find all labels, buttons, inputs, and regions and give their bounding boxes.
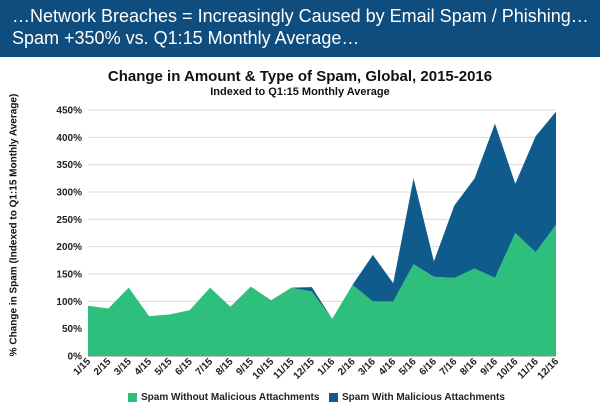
series-area-with-malicious xyxy=(88,111,556,319)
x-tick-label: 12/15 xyxy=(291,356,317,382)
y-tick-label: 150% xyxy=(56,270,82,281)
x-tick-label: 11/15 xyxy=(272,356,297,381)
x-tick-label: 7/16 xyxy=(438,356,460,378)
y-tick-label: 50% xyxy=(62,324,82,335)
y-tick-label: 400% xyxy=(56,133,82,144)
legend-item-with-malicious: Spam With Malicious Attachments xyxy=(329,392,505,403)
x-tick-label: 8/15 xyxy=(214,356,236,378)
x-tick-label: 12/16 xyxy=(536,356,562,382)
y-tick-label: 300% xyxy=(56,188,82,199)
header-banner: …Network Breaches = Increasingly Caused … xyxy=(0,0,600,57)
x-tick-label: 1/16 xyxy=(316,356,338,378)
x-tick-label: 4/15 xyxy=(133,356,155,378)
y-tick-label: 350% xyxy=(56,160,82,171)
y-tick-label: 450% xyxy=(56,106,82,117)
x-tick-label: 2/16 xyxy=(336,356,358,378)
x-tick-label: 10/16 xyxy=(495,356,521,382)
y-tick-label: 250% xyxy=(56,215,82,226)
x-tick-label: 4/16 xyxy=(377,356,399,378)
banner-line-1: …Network Breaches = Increasingly Caused … xyxy=(12,6,589,26)
series-area-without-malicious xyxy=(88,224,556,356)
x-tick-label: 3/16 xyxy=(356,356,378,378)
y-tick-label: 200% xyxy=(56,242,82,253)
x-tick-label: 6/16 xyxy=(417,356,439,378)
x-tick-label: 8/16 xyxy=(458,356,480,378)
x-tick-label: 5/16 xyxy=(397,356,419,378)
x-tick-label: 6/15 xyxy=(173,356,195,378)
x-tick-label: 3/15 xyxy=(112,356,134,378)
chart-subtitle: Indexed to Q1:15 Monthly Average xyxy=(210,86,390,98)
banner-line-2: Spam +350% vs. Q1:15 Monthly Average… xyxy=(12,28,360,48)
legend-swatch-without-malicious xyxy=(128,393,137,402)
legend-item-without-malicious: Spam Without Malicious Attachments xyxy=(128,392,319,403)
x-tick-label: 11/16 xyxy=(516,356,541,381)
x-tick-label: 2/15 xyxy=(92,356,114,378)
x-tick-label: 7/15 xyxy=(194,356,216,378)
y-tick-label: 0% xyxy=(68,352,83,363)
y-tick-label: 100% xyxy=(56,297,82,308)
chart-title: Change in Amount & Type of Spam, Global,… xyxy=(107,68,493,85)
chart-legend: Spam Without Malicious Attachments Spam … xyxy=(0,392,600,408)
legend-swatch-with-malicious xyxy=(329,393,338,402)
x-tick-label: 5/15 xyxy=(153,356,175,378)
legend-label-without-malicious: Spam Without Malicious Attachments xyxy=(141,392,320,403)
y-axis-label: % Change in Spam (Indexed to Q1:15 Month… xyxy=(8,93,20,357)
legend-label-with-malicious: Spam With Malicious Attachments xyxy=(342,392,505,403)
x-tick-label: 10/15 xyxy=(251,356,277,382)
